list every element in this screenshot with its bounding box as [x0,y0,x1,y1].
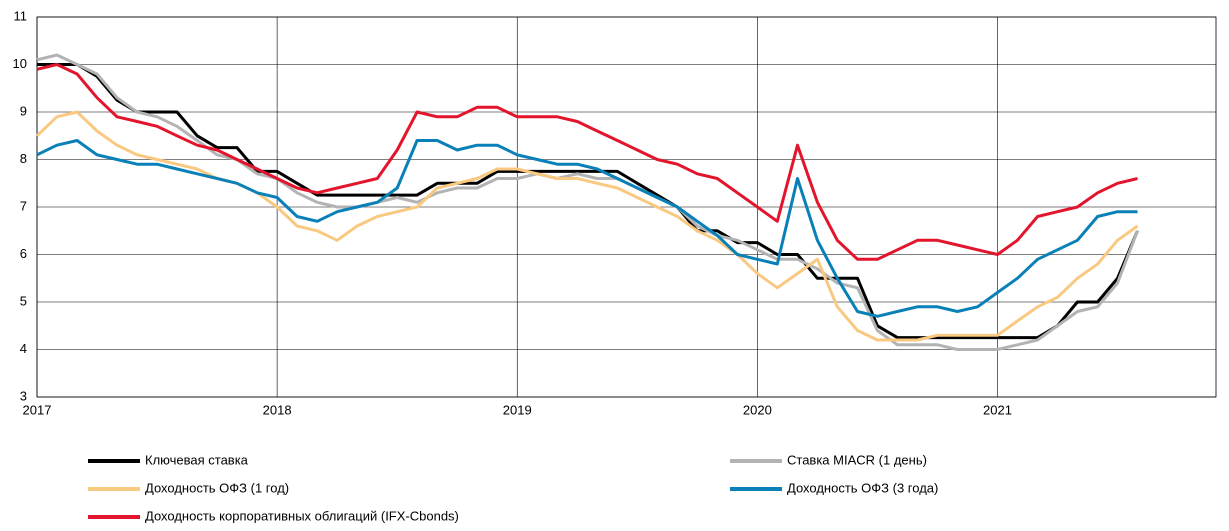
legend-label: Доходность ОФЗ (1 год) [145,480,289,495]
y-tick-label: 7 [20,198,27,213]
y-tick-label: 6 [20,246,27,261]
y-tick-label: 10 [13,56,27,71]
x-tick-label: 2018 [263,402,292,417]
legend-label: Доходность ОФЗ (3 года) [787,480,938,495]
series-line [36,63,1138,261]
series-line [36,53,1139,351]
legend-label: Ключевая ставка [145,452,249,467]
y-tick-label: 8 [20,151,27,166]
series-line [37,63,1139,340]
series-line [36,139,1138,318]
y-tick-label: 3 [20,388,27,403]
x-tick-label: 2021 [983,402,1012,417]
y-tick-label: 11 [14,8,28,23]
y-tick-label: 4 [20,341,27,356]
plot-frame [36,16,1217,398]
x-tick-label: 2019 [503,402,532,417]
x-tick-label: 2020 [743,402,772,417]
y-tick-label: 9 [20,103,27,118]
y-tick-label: 5 [20,293,27,308]
x-tick-label: 2017 [23,402,52,417]
legend-label: Доходность корпоративных облигаций (IFX-… [145,508,459,523]
legend-label: Ставка MIACR (1 день) [787,452,927,467]
